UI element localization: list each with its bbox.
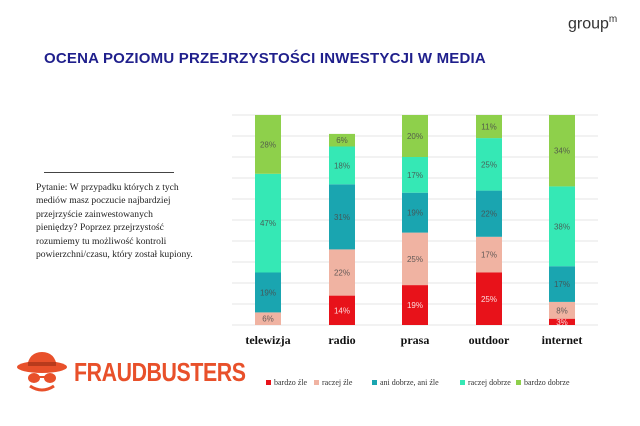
data-label: 17% [407,171,423,180]
bar-segment-prasa-2 [402,192,428,233]
legend-swatch [372,380,377,385]
legend-swatch [460,380,465,385]
category-label: telewizja [245,333,290,347]
detective-hat-icon [17,352,67,392]
data-label: 31% [334,213,350,222]
data-label: 11% [481,123,496,132]
fraudbusters-logo [17,352,67,392]
bar-segment-internet-2 [549,266,575,302]
data-label: 34% [554,147,570,156]
data-label: 22% [481,210,497,219]
category-label: radio [328,333,355,347]
data-label: 38% [554,222,570,231]
bar-segment-internet-4 [549,115,575,187]
data-label: 14% [334,306,350,315]
data-label: 6% [336,136,348,145]
bar-segment-radio-1 [329,249,355,296]
data-label: 19% [260,288,276,297]
bar-segment-outdoor-0 [476,272,502,325]
data-label: 3% [556,318,568,327]
category-label: prasa [401,333,430,347]
data-label: 25% [407,255,423,264]
legend-swatch [314,380,319,385]
page-title: OCENA POZIOMU PRZEJRZYSTOŚCI INWESTYCJI … [44,50,486,67]
data-label: 28% [260,140,276,149]
brand-logo: groupm [568,14,617,33]
data-label: 17% [554,280,570,289]
fraudbusters-logo-text: FRAUDBUSTERS [74,357,246,387]
bar-segment-prasa-0 [402,285,428,325]
brand-sup: m [608,14,618,25]
divider [44,172,174,173]
question-text: Pytanie: W przypadku których z tych medi… [36,182,193,261]
bar-segment-outdoor-4 [476,115,502,139]
legend-label: raczej źle [322,378,353,387]
data-label: 20% [407,132,423,141]
bar-segment-prasa-4 [402,115,428,157]
bar-segment-internet-0 [549,318,575,325]
bar-segment-internet-1 [549,301,575,319]
bar-segment-telewizja-2 [255,272,281,313]
bar-segment-prasa-3 [402,157,428,193]
bar-segment-telewizja-1 [255,312,281,325]
bar-segment-outdoor-1 [476,236,502,273]
data-label: 8% [556,306,568,315]
legend-label: raczej dobrze [468,378,511,387]
legend-swatch [266,380,271,385]
bar-segment-telewizja-4 [255,115,281,174]
data-label: 47% [260,219,276,228]
data-label: 18% [334,161,350,170]
data-label: 17% [481,251,497,260]
bar-segment-radio-4 [329,133,355,147]
bar-segment-telewizja-3 [255,173,281,273]
category-label: outdoor [469,333,510,347]
bar-segment-radio-3 [329,146,355,185]
data-label: 22% [334,269,350,278]
bar-segment-outdoor-3 [476,138,502,191]
data-label: 25% [481,160,497,169]
bar-segment-radio-0 [329,295,355,325]
category-label: internet [542,333,583,347]
bar-segment-radio-2 [329,184,355,250]
legend-label: ani dobrze, ani źle [380,378,439,387]
brand-text: group [568,15,609,33]
data-label: 6% [262,315,274,324]
legend-label: bardzo źle [274,378,308,387]
bar-segment-outdoor-2 [476,190,502,237]
bar-segment-internet-3 [549,186,575,267]
data-label: 19% [407,209,423,218]
legend-swatch [516,380,521,385]
legend-label: bardzo dobrze [524,378,570,387]
bar-segment-prasa-1 [402,232,428,286]
data-label: 25% [481,295,497,304]
data-label: 19% [407,301,423,310]
